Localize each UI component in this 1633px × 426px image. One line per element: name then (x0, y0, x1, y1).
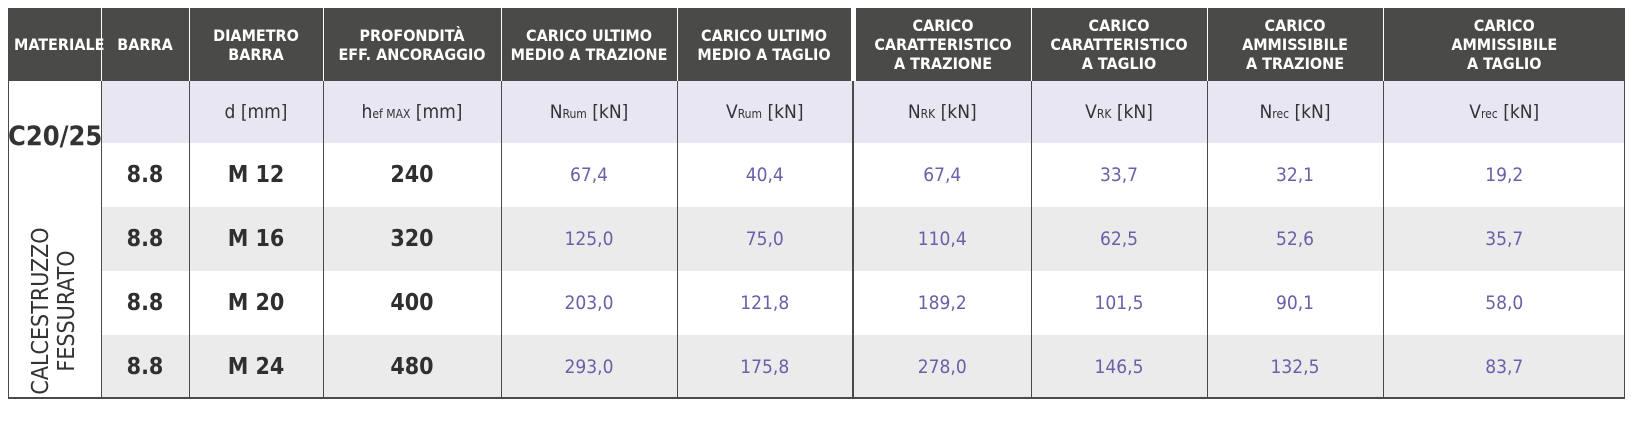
cell-v-rec: 58,0 (1382, 271, 1625, 335)
cell-hef: 480 (322, 335, 501, 399)
cell-v-rk: 101,5 (1030, 271, 1207, 335)
cell-n-rec: 52,6 (1206, 207, 1383, 271)
table-left-border (8, 81, 9, 399)
cell-hef: 320 (322, 207, 501, 271)
cell-n-rk: 189,2 (852, 271, 1031, 335)
unit-n-rum: NRum [kN] (500, 81, 677, 143)
unit-v-rec: Vrec [kN] (1382, 81, 1625, 143)
cell-v-rum: 175,8 (676, 335, 853, 399)
header-materiale: MATERIALE (8, 8, 104, 81)
unit-v-rum: VRum [kN] (676, 81, 853, 143)
table-row: 8.8 M 20 400 203,0 121,8 189,2 101,5 90,… (8, 271, 1625, 335)
cell-v-rk: 33,7 (1030, 143, 1207, 207)
table-row: 8.8 M 12 240 67,4 40,4 67,4 33,7 32,1 19… (8, 143, 1625, 207)
cell-v-rec: 83,7 (1382, 335, 1625, 399)
cell-v-rum: 75,0 (676, 207, 853, 271)
cell-diametro: M 16 (188, 207, 323, 271)
cell-diametro: M 12 (188, 143, 323, 207)
unit-barra (100, 81, 189, 143)
load-table-container: MATERIALE BARRA DIAMETRO BARRA PROFONDIT… (8, 8, 1625, 399)
material-description: CALCESTRUZZO FESSURATO (28, 227, 80, 394)
header-diametro: DIAMETRO BARRA (188, 8, 323, 81)
table-row: 8.8 M 16 320 125,0 75,0 110,4 62,5 52,6 … (8, 207, 1625, 271)
cell-v-rum: 121,8 (676, 271, 853, 335)
cell-barra: 8.8 (100, 335, 189, 399)
cell-v-rum: 40,4 (676, 143, 853, 207)
cell-v-rk: 146,5 (1030, 335, 1207, 399)
cell-barra: 8.8 (100, 207, 189, 271)
cell-barra: 8.8 (100, 143, 189, 207)
cell-diametro: M 24 (188, 335, 323, 399)
cell-n-rum: 293,0 (500, 335, 677, 399)
unit-v-rk: VRK [kN] (1030, 81, 1207, 143)
unit-diametro: d [mm] (188, 81, 323, 143)
anchor-load-table: MATERIALE BARRA DIAMETRO BARRA PROFONDIT… (8, 8, 1625, 399)
cell-n-rum: 203,0 (500, 271, 677, 335)
cell-v-rec: 35,7 (1382, 207, 1625, 271)
cell-n-rum: 67,4 (500, 143, 677, 207)
header-row: MATERIALE BARRA DIAMETRO BARRA PROFONDIT… (8, 8, 1625, 81)
cell-n-rec: 32,1 (1206, 143, 1383, 207)
header-carico-ultimo-trazione: CARICO ULTIMO MEDIO A TRAZIONE (500, 8, 677, 81)
header-carico-caratteristico-trazione: CARICO CARATTERISTICO A TRAZIONE (850, 8, 1031, 81)
cell-diametro: M 20 (188, 271, 323, 335)
header-carico-ammissibile-taglio: CARICO AMMISSIBILE A TAGLIO (1382, 8, 1625, 81)
cell-n-rum: 125,0 (500, 207, 677, 271)
unit-profondita: hef MAX [mm] (322, 81, 501, 143)
material-line-1: CALCESTRUZZO (28, 227, 54, 395)
cell-n-rec: 132,5 (1206, 335, 1383, 399)
cell-hef: 240 (322, 143, 501, 207)
cell-v-rec: 19,2 (1382, 143, 1625, 207)
cell-barra: 8.8 (100, 271, 189, 335)
table-row: 8.8 M 24 480 293,0 175,8 278,0 146,5 132… (8, 335, 1625, 399)
material-cell: C20/25 CALCESTRUZZO FESSURATO (8, 81, 103, 399)
header-carico-ammissibile-trazione: CARICO AMMISSIBILE A TRAZIONE (1206, 8, 1383, 81)
cell-hef: 400 (322, 271, 501, 335)
unit-n-rk: NRK [kN] (852, 81, 1031, 143)
units-row: C20/25 CALCESTRUZZO FESSURATO d [mm] hef… (8, 81, 1625, 399)
table-bottom-border (8, 397, 1625, 399)
cell-n-rk: 278,0 (852, 335, 1031, 399)
cell-v-rk: 62,5 (1030, 207, 1207, 271)
header-profondita: PROFONDITÀ EFF. ANCORAGGIO (322, 8, 501, 81)
header-carico-ultimo-taglio: CARICO ULTIMO MEDIO A TAGLIO (676, 8, 853, 81)
cell-n-rk: 67,4 (852, 143, 1031, 207)
header-carico-caratteristico-taglio: CARICO CARATTERISTICO A TAGLIO (1030, 8, 1207, 81)
material-class: C20/25 (8, 121, 103, 152)
material-line-2: FESSURATO (54, 250, 80, 372)
unit-n-rec: Nrec [kN] (1206, 81, 1383, 143)
cell-n-rec: 90,1 (1206, 271, 1383, 335)
header-barra: BARRA (100, 8, 189, 81)
cell-n-rk: 110,4 (852, 207, 1031, 271)
table-right-border (1624, 81, 1625, 399)
